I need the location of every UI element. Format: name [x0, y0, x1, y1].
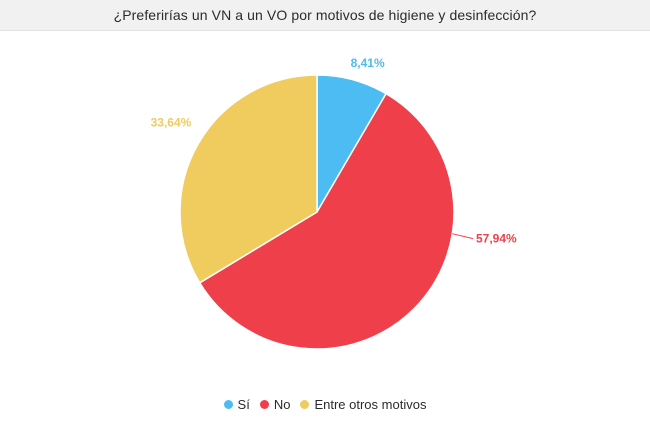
data-label: 57,94% [476, 232, 517, 246]
pie-slice-no[interactable] [198, 92, 455, 350]
data-label: 33,64% [151, 116, 192, 130]
data-label: 8,41% [351, 56, 385, 70]
pie-slice-entre-otros-motivos[interactable] [179, 74, 318, 284]
legend-swatch [223, 400, 233, 409]
legend-item[interactable]: Sí [223, 397, 250, 412]
legend-label: Entre otros motivos [314, 397, 427, 412]
legend-item[interactable]: Entre otros motivos [300, 397, 426, 412]
label-leader-line [452, 233, 474, 240]
legend-label: No [273, 397, 291, 412]
legend-item[interactable]: No [259, 397, 291, 412]
legend-swatch [300, 400, 310, 409]
legend-swatch [259, 400, 269, 409]
chart-title: ¿Preferirías un VN a un VO por motivos d… [113, 7, 537, 23]
legend-label: Sí [237, 397, 250, 412]
chart-legend: Sí No Entre otros motivos [0, 397, 650, 412]
chart-header: ¿Preferirías un VN a un VO por motivos d… [0, 0, 650, 31]
pie-chart: 8,41% 57,94% 33,64% [151, 56, 517, 350]
